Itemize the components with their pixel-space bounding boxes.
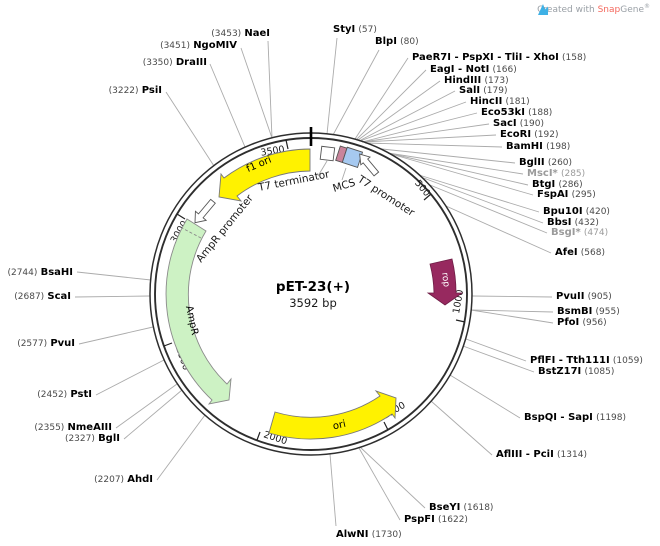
site-afliii-pcii: AflIII - PciI (1314) bbox=[496, 449, 587, 460]
site-nmeaiii: (2355) NmeAIII bbox=[34, 422, 112, 433]
plasmid-name: pET-23(+) bbox=[276, 279, 350, 295]
ori-label: ori bbox=[332, 419, 347, 433]
plasmid-size: 3592 bp bbox=[289, 296, 337, 310]
site-msci: MscI* (285) bbox=[527, 168, 586, 179]
site-pspfi: PspFI (1622) bbox=[404, 514, 468, 525]
site-bgli: (2327) BglI bbox=[64, 433, 120, 444]
site-afei: AfeI (568) bbox=[555, 247, 605, 258]
site-paer7i-pspxi-tlii-xhoi: PaeR7I - PspXI - TliI - XhoI (158) bbox=[412, 52, 587, 63]
site-psti: (2452) PstI bbox=[37, 389, 92, 400]
site-pvui: (2577) PvuI bbox=[17, 338, 75, 349]
ampr-arrow bbox=[165, 218, 232, 405]
site-blpi: BlpI (80) bbox=[375, 36, 419, 47]
t7-promoter-label: T7 promoter bbox=[355, 173, 418, 219]
leader-lines bbox=[74, 37, 554, 527]
site-ecori: EcoRI (192) bbox=[500, 129, 559, 140]
ori-arrow bbox=[268, 390, 397, 440]
site-bsmbi: BsmBI (955) bbox=[557, 306, 620, 317]
ampr-segment-divider bbox=[181, 227, 202, 239]
site-fspai: FspAI (295) bbox=[537, 189, 596, 200]
t7-promoter-marker bbox=[359, 153, 380, 177]
site-pvuii: PvuII (905) bbox=[556, 291, 612, 302]
site-eagi-noti: EagI - NotI (166) bbox=[430, 64, 517, 75]
ampr-promoter-label: AmpR promoter bbox=[194, 192, 256, 265]
site-pflfi-tth111i: PflFI - Tth111I (1059) bbox=[530, 355, 643, 366]
snapgene-watermark: Created with SnapGene® bbox=[537, 3, 650, 15]
site-hindiii: HindIII (173) bbox=[444, 75, 509, 86]
scale-ticks bbox=[163, 139, 466, 441]
site-bglii: BglII (260) bbox=[519, 157, 573, 168]
site-bstz17i: BstZ17I (1085) bbox=[538, 366, 615, 377]
site-btgi: BtgI (286) bbox=[532, 179, 583, 190]
site-bamhi: BamHI (198) bbox=[506, 141, 571, 152]
mcs-label: MCS bbox=[331, 177, 357, 195]
site-hincii: HincII (181) bbox=[470, 96, 530, 107]
site-bseyi: BseYI (1618) bbox=[429, 502, 494, 513]
site-bsahi: (2744) BsaHI bbox=[7, 267, 73, 278]
site-ahdi: (2207) AhdI bbox=[94, 474, 153, 485]
ampr-promoter-marker bbox=[194, 198, 216, 224]
site-bspqi-sapi: BspQI - SapI (1198) bbox=[524, 412, 627, 423]
rop-arrow bbox=[426, 258, 464, 306]
f1-ori-arrow bbox=[218, 148, 311, 202]
rop-label: rop bbox=[439, 272, 451, 288]
snapgene-logo-icon bbox=[538, 4, 549, 15]
watermark-text: Created with SnapGene® bbox=[537, 3, 650, 15]
site-eco53ki: Eco53kI (188) bbox=[481, 107, 553, 118]
mcs-marker bbox=[335, 145, 364, 168]
site-psii: (3222) PsiI bbox=[108, 85, 162, 96]
site-styi: StyI (57) bbox=[333, 24, 377, 35]
site-bsgi: BsgI* (474) bbox=[551, 227, 609, 238]
t7-terminator-marker bbox=[319, 145, 336, 162]
site-saci: SacI (190) bbox=[493, 118, 544, 129]
site-sali: SalI (179) bbox=[459, 85, 508, 96]
site-alwni: AlwNI (1730) bbox=[336, 529, 402, 540]
site-ngomiv: (3451) NgoMIV bbox=[160, 40, 237, 51]
site-bpu10i: Bpu10I (420) bbox=[543, 206, 610, 217]
site-scai: (2687) ScaI bbox=[14, 291, 71, 302]
site-naei: (3453) NaeI bbox=[211, 28, 270, 39]
site-draiii: (3350) DraIII bbox=[142, 57, 207, 68]
site-pfoi: PfoI (956) bbox=[557, 317, 607, 328]
site-bbsi: BbsI (432) bbox=[547, 217, 599, 228]
